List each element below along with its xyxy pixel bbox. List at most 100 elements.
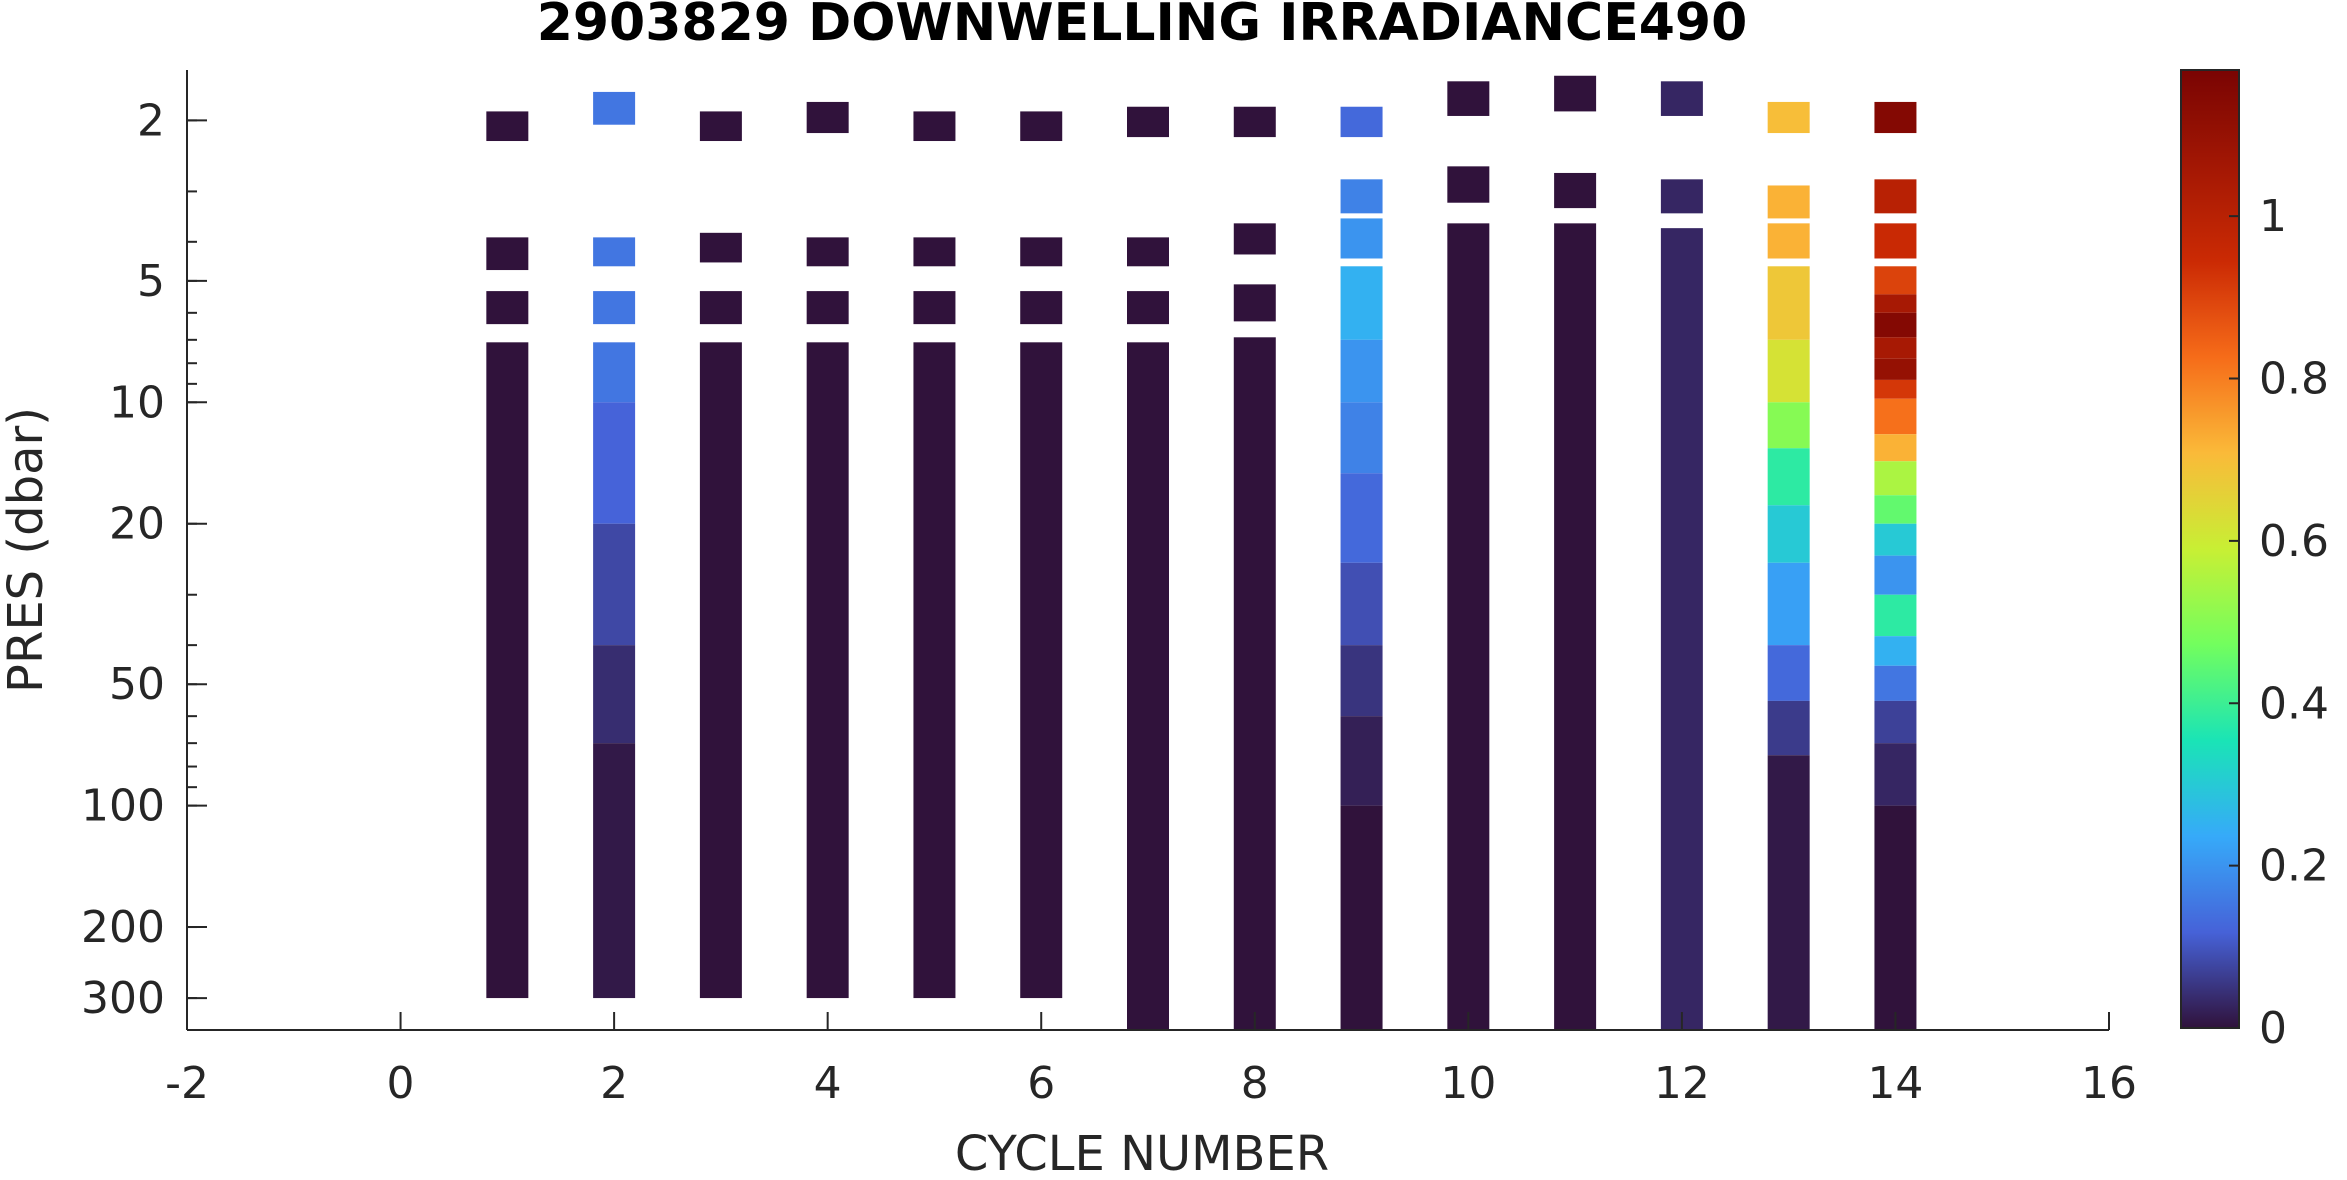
x-tick-label: 4 bbox=[814, 1058, 842, 1109]
x-tick-label: 0 bbox=[387, 1058, 415, 1109]
x-tick-label: 12 bbox=[1654, 1058, 1710, 1109]
heatmap-cell bbox=[1767, 645, 1810, 701]
heatmap-cell bbox=[1874, 358, 1917, 380]
heatmap-cell bbox=[1874, 461, 1917, 496]
y-tick-label: 200 bbox=[81, 902, 165, 953]
heatmap-cell bbox=[1767, 101, 1810, 134]
heatmap-cell bbox=[1874, 266, 1917, 295]
heatmap-cell bbox=[913, 111, 956, 142]
heatmap-cell bbox=[1340, 562, 1383, 646]
heatmap-cell bbox=[1874, 379, 1917, 399]
heatmap-cell bbox=[1233, 284, 1276, 322]
colorbar-tick-label: 0.2 bbox=[2259, 841, 2329, 892]
heatmap-cell bbox=[1554, 75, 1597, 112]
y-tick-label: 10 bbox=[109, 377, 165, 428]
heatmap-cell bbox=[1874, 665, 1917, 701]
heatmap-cell bbox=[593, 645, 636, 744]
heatmap-cell bbox=[1767, 505, 1810, 563]
heatmap-cell bbox=[593, 523, 636, 646]
heatmap-cell bbox=[1660, 179, 1703, 214]
heatmap-cell bbox=[699, 291, 742, 325]
heatmap-cell bbox=[1340, 473, 1383, 563]
heatmap-cell bbox=[1767, 266, 1810, 340]
heatmap-cell bbox=[486, 111, 529, 142]
heatmap-cell bbox=[806, 101, 849, 134]
x-tick-label: 16 bbox=[2081, 1058, 2137, 1109]
heatmap-cell bbox=[1020, 237, 1063, 267]
colorbar-tick-label: 0.4 bbox=[2259, 678, 2329, 729]
heatmap-cell bbox=[1127, 291, 1169, 325]
heatmap-cell bbox=[1874, 223, 1917, 259]
heatmap-cell bbox=[1767, 700, 1810, 756]
heatmap-cell bbox=[913, 342, 956, 999]
heatmap-cell bbox=[1874, 523, 1917, 556]
heatmap-cell bbox=[1340, 716, 1383, 806]
colorbar-ticks: 0 0.2 0.4 0.6 0.8 1 bbox=[2229, 191, 2329, 1054]
heatmap-cell bbox=[1874, 636, 1917, 666]
heatmap-cell bbox=[1340, 645, 1383, 717]
heatmap-cell bbox=[1767, 448, 1810, 506]
heatmap-cell bbox=[1874, 495, 1917, 524]
heatmap-cell bbox=[1020, 291, 1063, 325]
x-tick-label: 6 bbox=[1027, 1058, 1055, 1109]
heatmap-cell bbox=[1340, 106, 1383, 138]
heatmap-cell bbox=[1874, 179, 1917, 214]
x-tick-label: -2 bbox=[165, 1058, 209, 1109]
y-axis-label: PRES (dbar) bbox=[0, 407, 54, 693]
colorbar bbox=[2180, 69, 2240, 1029]
heatmap-cells bbox=[486, 75, 1917, 1031]
heatmap-cell bbox=[1127, 237, 1169, 267]
x-tick-label: 14 bbox=[1867, 1058, 1923, 1109]
heatmap-cell bbox=[1233, 223, 1276, 255]
x-ticks: -2 0 2 4 6 8 10 12 14 16 bbox=[165, 1012, 2137, 1109]
heatmap-cell bbox=[1874, 805, 1917, 1030]
heatmap-cell bbox=[1554, 223, 1597, 1031]
heatmap-cell bbox=[1767, 339, 1810, 403]
heatmap-cell bbox=[1874, 434, 1917, 462]
heatmap-cell bbox=[486, 342, 529, 999]
heatmap-cell bbox=[913, 237, 956, 267]
heatmap-cell bbox=[486, 237, 529, 271]
heatmap-cell bbox=[593, 743, 636, 999]
heatmap-cell bbox=[1660, 228, 1703, 1030]
heatmap-cell bbox=[1874, 594, 1917, 637]
heatmap-cell bbox=[1447, 223, 1490, 1031]
y-tick-label: 2 bbox=[137, 95, 165, 146]
heatmap-cell bbox=[593, 91, 636, 125]
heatmap-cell bbox=[593, 237, 636, 267]
heatmap-cell bbox=[699, 232, 742, 263]
y-tick-label: 300 bbox=[81, 973, 165, 1024]
heatmap-cell bbox=[1874, 337, 1917, 359]
x-tick-label: 10 bbox=[1440, 1058, 1496, 1109]
y-tick-label: 20 bbox=[109, 499, 165, 550]
heatmap-cell bbox=[1127, 342, 1169, 1030]
x-axis-label: CYCLE NUMBER bbox=[955, 1126, 1329, 1175]
y-tick-label: 100 bbox=[81, 781, 165, 832]
heatmap-cell bbox=[593, 291, 636, 325]
heatmap-cell bbox=[1874, 700, 1917, 744]
heatmap-cell bbox=[593, 402, 636, 524]
heatmap-cell bbox=[1447, 166, 1490, 203]
heatmap-cell bbox=[1233, 106, 1276, 138]
heatmap-cell bbox=[1874, 743, 1917, 806]
colorbar-tick-label: 0 bbox=[2259, 1003, 2287, 1054]
y-tick-label: 50 bbox=[109, 659, 165, 710]
x-tick-label: 2 bbox=[600, 1058, 628, 1109]
heatmap-cell bbox=[1340, 339, 1383, 403]
heatmap-cell bbox=[1874, 555, 1917, 595]
heatmap-cell bbox=[593, 342, 636, 403]
y-tick-label: 5 bbox=[137, 256, 165, 307]
heatmap-cell bbox=[699, 111, 742, 142]
chart-title: 2903829 DOWNWELLING IRRADIANCE490 bbox=[537, 0, 1748, 53]
heatmap-cell bbox=[1127, 106, 1169, 138]
heatmap-cell bbox=[1767, 402, 1810, 449]
heatmap-cell bbox=[1767, 185, 1810, 219]
x-tick-label: 8 bbox=[1241, 1058, 1269, 1109]
colorbar-tick-label: 0.8 bbox=[2259, 354, 2329, 405]
heatmap-cell bbox=[1340, 402, 1383, 474]
heatmap-cell bbox=[699, 342, 742, 999]
heatmap-cell bbox=[1447, 81, 1490, 116]
heatmap-cell bbox=[806, 291, 849, 325]
